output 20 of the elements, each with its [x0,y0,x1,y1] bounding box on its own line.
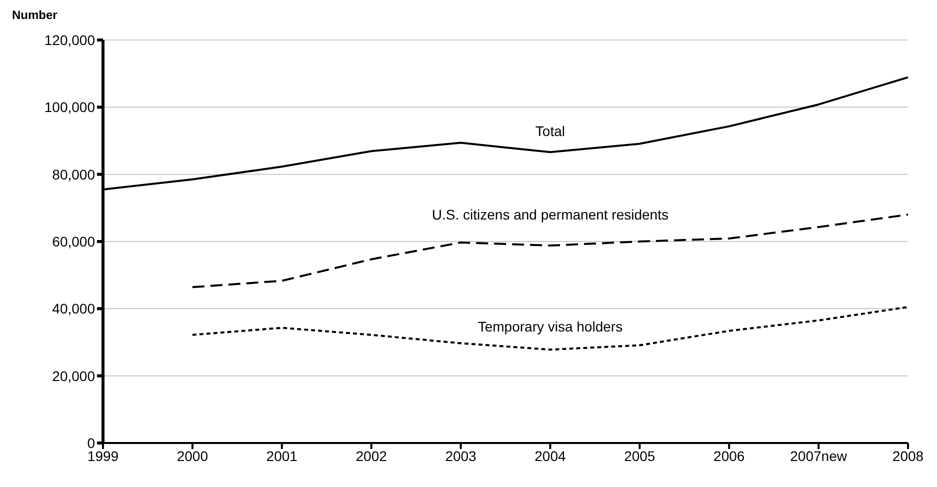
y-tick-label: 60,000 [52,233,96,250]
x-tick-label: 2001 [266,448,298,464]
x-tick-label: 2003 [445,448,477,464]
series-label: U.S. citizens and permanent residents [432,206,669,223]
y-tick-label: 40,000 [52,300,96,317]
line-series [191,306,908,351]
x-tick-label: 2002 [356,448,388,464]
y-tick-label: 20,000 [52,368,96,384]
y-tick-label: 100,000 [44,99,96,116]
x-tick-label: 2005 [624,448,656,464]
series-label: Temporary visa holders [478,318,623,335]
x-tick-label: 2004 [534,448,566,464]
y-tick-label: 120,000 [44,32,96,48]
series-label: Total [535,123,566,140]
x-tick-label: 2006 [714,448,745,464]
x-tick-label: 2000 [176,448,208,464]
x-tick-label: 2008 [892,448,924,464]
y-axis-title: Number [11,8,58,24]
y-tick-label: 80,000 [52,166,96,182]
x-tick-label: 2007new [790,448,848,464]
